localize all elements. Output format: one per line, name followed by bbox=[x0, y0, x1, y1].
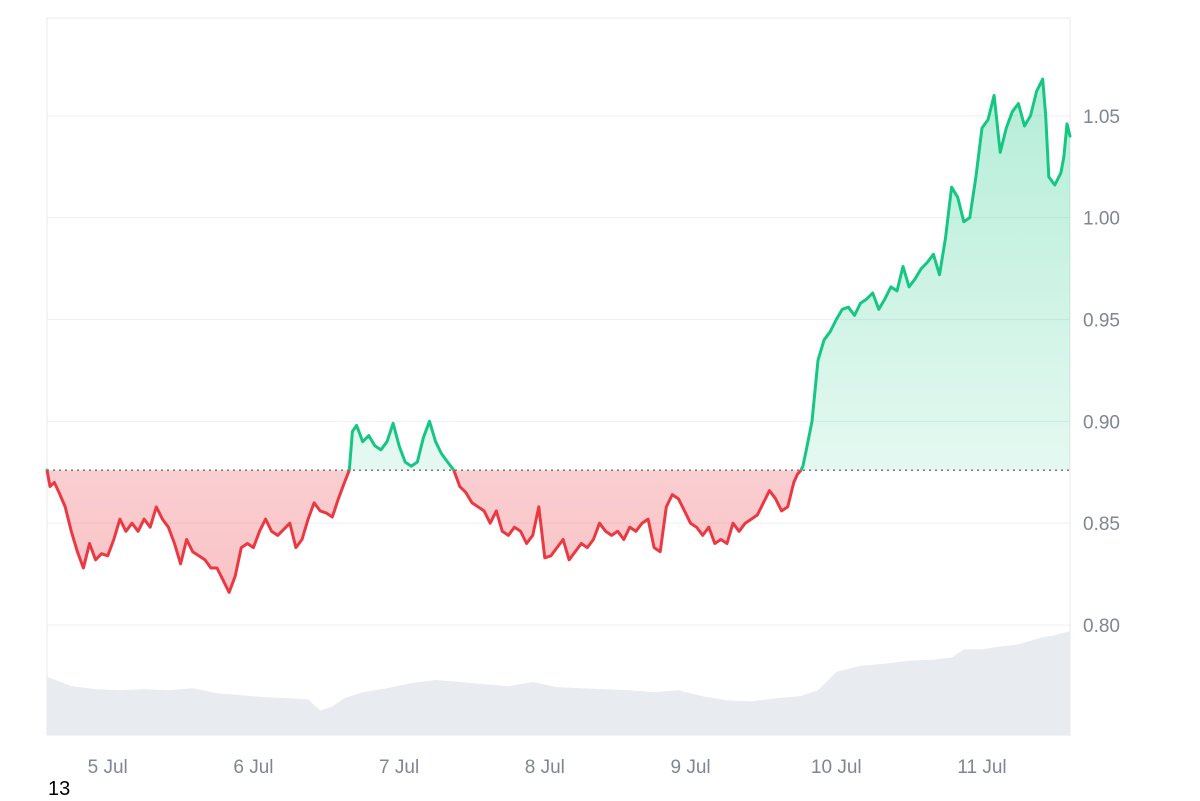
price-line-up bbox=[45, 77, 1072, 471]
y-tick-label: 0.85 bbox=[1083, 514, 1120, 535]
y-tick-label: 0.90 bbox=[1083, 412, 1120, 433]
volume-area bbox=[47, 631, 1070, 735]
x-tick-label: 10 Jul bbox=[811, 757, 862, 778]
area-below-baseline bbox=[47, 470, 1070, 593]
x-tick-label: 6 Jul bbox=[233, 757, 273, 778]
y-tick-label: 0.80 bbox=[1083, 616, 1120, 637]
price-area-fills bbox=[47, 79, 1070, 593]
y-tick-label: 1.00 bbox=[1083, 209, 1120, 230]
y-tick-label: 1.05 bbox=[1083, 107, 1120, 128]
y-tick-label: 0.95 bbox=[1083, 310, 1120, 331]
x-tick-label: 11 Jul bbox=[957, 757, 1006, 778]
x-axis-ticks: 5 Jul 6 Jul 7 Jul 8 Jul 9 Jul 10 Jul 11 Jul bbox=[88, 757, 1007, 778]
x-tick-label: 7 Jul bbox=[379, 757, 419, 778]
y-axis-ticks: 0.80 0.85 0.90 0.95 1.00 1.05 bbox=[1083, 107, 1120, 637]
price-line-down bbox=[45, 470, 803, 594]
corner-label: 13 bbox=[48, 778, 71, 800]
x-tick-label: 8 Jul bbox=[525, 757, 565, 778]
price-lines bbox=[45, 77, 1072, 594]
area-above-baseline bbox=[349, 79, 1070, 471]
x-tick-label: 9 Jul bbox=[670, 757, 710, 778]
x-tick-label: 5 Jul bbox=[88, 757, 128, 778]
